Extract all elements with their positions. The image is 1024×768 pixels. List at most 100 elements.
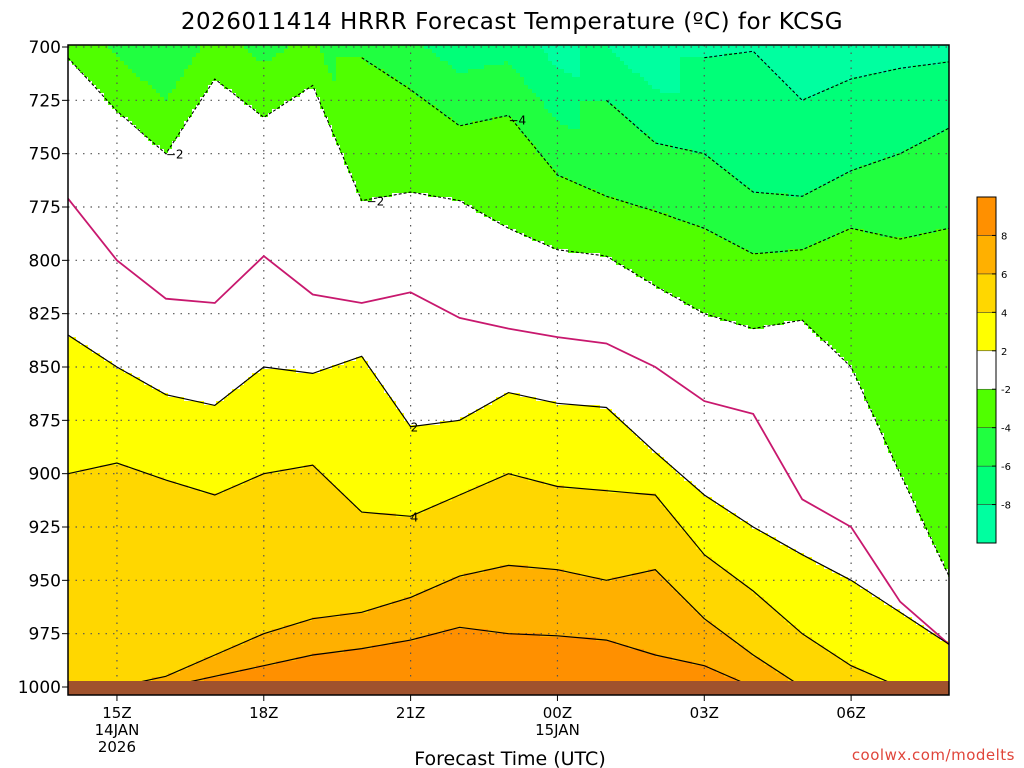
temperature-fill-cell [744, 585, 749, 650]
temperature-fill-cell [724, 45, 729, 54]
temperature-fill-cell [668, 217, 673, 294]
temperature-fill-cell [168, 45, 173, 94]
temperature-fill-cell [700, 45, 705, 58]
temperature-fill-cell [848, 45, 853, 82]
temperature-fill-cell [828, 569, 833, 654]
temperature-fill-cell [116, 113, 121, 370]
temperature-fill-cell [716, 629, 721, 674]
temperature-fill-cell [768, 253, 773, 326]
temperature-fill-cell [132, 469, 137, 686]
temperature-fill-cell [628, 205, 633, 270]
temperature-fill-cell [928, 633, 933, 686]
temperature-fill-cell [724, 53, 729, 170]
temperature-fill-cell [84, 469, 89, 686]
temperature-fill-cell [548, 637, 553, 695]
temperature-fill-cell [428, 197, 433, 426]
temperature-fill-cell [120, 117, 125, 370]
temperature-fill-cell [936, 553, 941, 638]
temperature-fill-cell [580, 185, 585, 254]
temperature-fill-cell [632, 205, 637, 274]
temperature-fill-cell [796, 45, 801, 98]
temperature-fill-cell [216, 45, 221, 82]
temperature-fill-cell [652, 141, 657, 210]
temperature-fill-cell [936, 637, 941, 690]
temperature-fill-cell [384, 73, 389, 198]
temperature-fill-cell [556, 485, 561, 570]
temperature-fill-cell [576, 489, 581, 574]
temperature-fill-cell [616, 645, 621, 695]
temperature-fill-cell [96, 89, 101, 354]
temperature-fill-cell [108, 361, 113, 466]
temperature-fill-cell [392, 641, 397, 695]
temperature-fill-cell [520, 477, 525, 566]
temperature-fill-cell [140, 133, 145, 382]
temperature-fill-cell [592, 253, 597, 406]
temperature-fill-cell [456, 45, 461, 74]
temperature-fill-cell [800, 101, 805, 198]
temperature-fill-cell [320, 369, 325, 474]
temperature-fill-cell [532, 45, 537, 94]
temperature-fill-cell [168, 397, 173, 482]
temperature-fill-cell [760, 253, 765, 330]
temperature-fill-cell [312, 465, 317, 618]
temperature-fill-cell [848, 229, 853, 366]
temperature-fill-cell [644, 493, 649, 574]
temperature-fill-cell [780, 81, 785, 194]
temperature-fill-cell [220, 45, 225, 86]
temperature-fill-cell [500, 633, 505, 695]
temperature-fill-cell [584, 489, 589, 578]
temperature-fill-cell [920, 141, 925, 234]
temperature-fill-cell [708, 233, 713, 318]
temperature-fill-cell [768, 665, 773, 686]
isotherm-line [68, 462, 901, 688]
temperature-fill-cell [196, 661, 201, 682]
temperature-fill-cell [396, 517, 401, 602]
temperature-fill-cell [480, 409, 485, 486]
temperature-fill-cell [180, 129, 185, 398]
temperature-fill-cell [184, 669, 189, 682]
temperature-fill-cell [780, 617, 785, 674]
isotherm-line [606, 99, 949, 197]
temperature-fill-cell [596, 405, 601, 490]
temperature-fill-cell [188, 401, 193, 490]
temperature-fill-cell [680, 301, 685, 478]
temperature-fill-cell [808, 329, 813, 558]
temperature-fill-cell [168, 481, 173, 674]
temperature-fill-cell [680, 597, 685, 662]
temperature-fill-cell [564, 573, 569, 638]
temperature-fill-cell [468, 629, 473, 695]
x-tick-label: 03Z [690, 704, 719, 722]
temperature-fill-cell [236, 645, 241, 674]
temperature-fill-cell [924, 45, 929, 66]
temperature-fill-cell [392, 401, 397, 514]
temperature-fill-cell [568, 45, 573, 74]
temperature-fill-cell [812, 641, 817, 686]
temperature-fill-cell [892, 609, 897, 686]
temperature-fill-cell [320, 653, 325, 695]
temperature-fill-cell [856, 381, 861, 586]
temperature-fill-cell [592, 489, 597, 578]
temperature-fill-cell [488, 217, 493, 406]
temperature-fill-cell [568, 181, 573, 254]
colorbar-swatch [976, 465, 997, 505]
temperature-fill-cell [352, 45, 357, 58]
temperature-fill-cell [528, 633, 533, 695]
temperature-fill-cell [556, 249, 561, 406]
temperature-fill-cell [360, 57, 365, 202]
temperature-fill-cell [360, 357, 365, 514]
temperature-fill-cell [116, 57, 121, 114]
temperature-fill-cell [640, 493, 645, 574]
temperature-fill-cell [112, 465, 117, 686]
temperature-fill-cell [756, 657, 761, 686]
temperature-fill-cell [216, 493, 221, 654]
temperature-fill-cell [512, 393, 517, 478]
temperature-fill-cell [200, 97, 205, 402]
temperature-fill-cell [424, 425, 429, 510]
temperature-fill-cell [196, 105, 201, 402]
temperature-fill-cell [164, 481, 169, 678]
temperature-fill-cell [740, 581, 745, 646]
temperature-fill-cell [84, 77, 89, 346]
colorbar-frame [976, 196, 997, 544]
contour-label: −2 [367, 195, 385, 209]
